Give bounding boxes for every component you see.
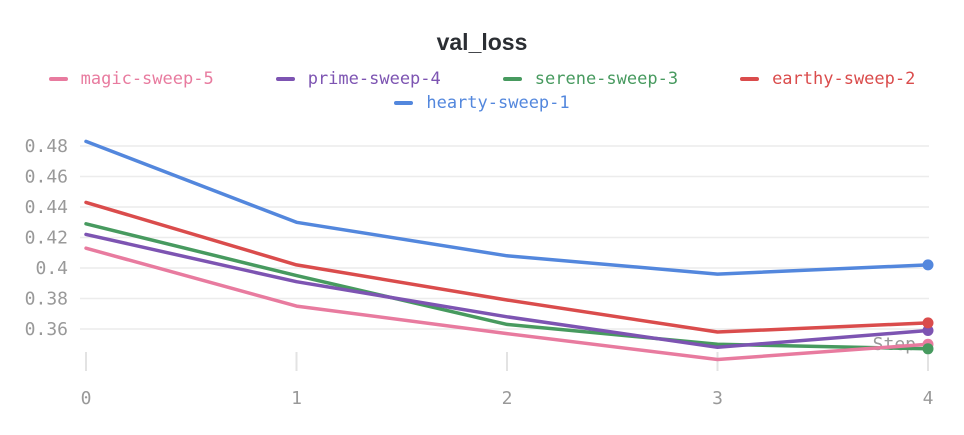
end-marker-prime-sweep-4	[922, 325, 934, 336]
series-line-hearty-sweep-1[interactable]	[84, 139, 930, 276]
chart-title: val_loss	[436, 29, 528, 55]
legend-swatch-icon	[48, 77, 68, 81]
legend-item-serene-sweep-3[interactable]: serene-sweep-3	[502, 68, 679, 89]
series-line-serene-sweep-3[interactable]	[84, 222, 930, 351]
legend-label: prime-sweep-4	[307, 68, 441, 89]
end-marker-serene-sweep-3	[922, 343, 934, 355]
legend-swatch-icon	[502, 77, 522, 81]
x-tick-label: 1	[291, 388, 302, 409]
x-tick-label: 4	[923, 388, 934, 409]
legend-item-prime-sweep-4[interactable]: prime-sweep-4	[275, 68, 441, 89]
y-tick-label: 0.42	[25, 228, 68, 249]
legend-label: serene-sweep-3	[534, 68, 679, 89]
legend-swatch-icon	[275, 77, 295, 81]
legend-label: earthy-sweep-2	[772, 68, 916, 89]
y-tick-label: 0.4	[35, 258, 68, 279]
legend-label: magic-sweep-5	[80, 68, 214, 89]
legend-item-hearty-sweep-1[interactable]: hearty-sweep-1	[394, 92, 570, 113]
legend-row-1: magic-sweep-5 prime-sweep-4 serene-sweep…	[0, 67, 964, 91]
series-line-prime-sweep-4[interactable]	[84, 232, 930, 350]
x-tick-label: 3	[712, 388, 723, 409]
y-tick-label: 0.44	[25, 197, 68, 218]
series-line-magic-sweep-5[interactable]	[84, 246, 930, 362]
legend-swatch-icon	[740, 77, 760, 81]
x-tick-label: 2	[502, 388, 513, 409]
legend-item-earthy-sweep-2[interactable]: earthy-sweep-2	[740, 68, 916, 89]
legend-item-magic-sweep-5[interactable]: magic-sweep-5	[48, 68, 214, 89]
y-tick-label: 0.46	[25, 167, 68, 188]
x-tick-label: 0	[81, 388, 92, 409]
legend: magic-sweep-5 prime-sweep-4 serene-sweep…	[0, 67, 964, 115]
legend-row-2: hearty-sweep-1	[0, 91, 964, 115]
legend-swatch-icon	[394, 101, 414, 105]
y-tick-label: 0.36	[25, 319, 68, 340]
end-marker-hearty-sweep-1	[922, 259, 934, 271]
series-line-earthy-sweep-2[interactable]	[84, 200, 930, 334]
y-tick-label: 0.48	[25, 136, 68, 157]
legend-label: hearty-sweep-1	[426, 92, 570, 113]
end-marker-earthy-sweep-2	[922, 317, 934, 329]
y-tick-label: 0.38	[25, 289, 68, 310]
